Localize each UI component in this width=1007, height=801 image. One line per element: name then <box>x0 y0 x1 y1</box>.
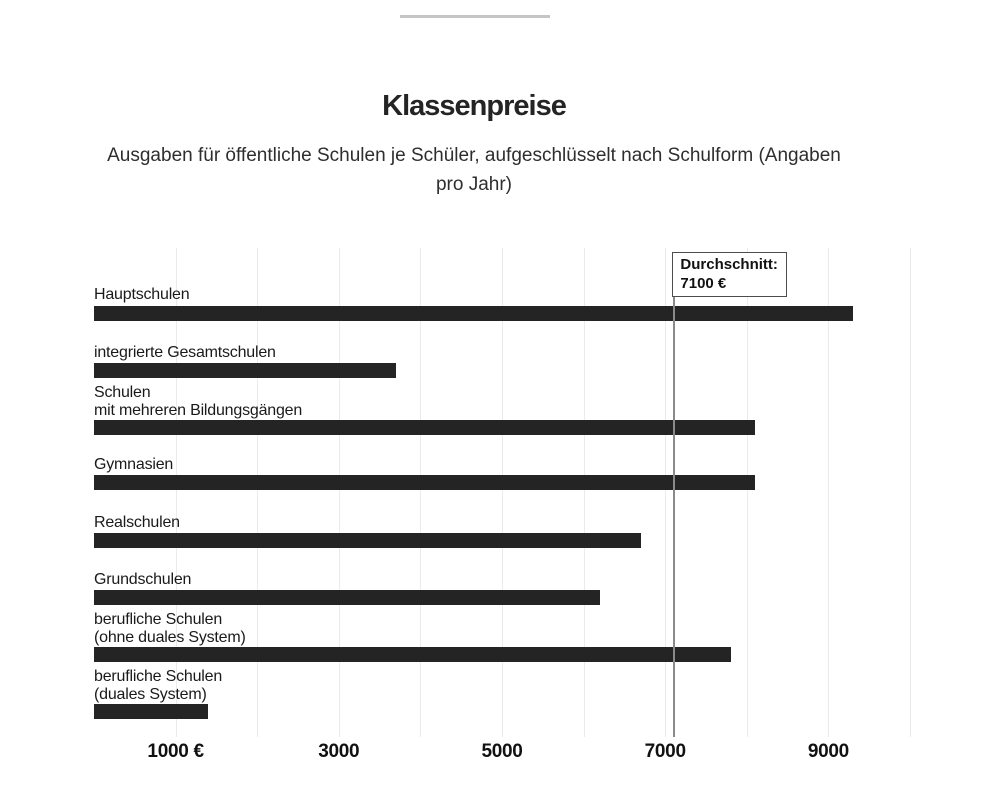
chart-title: Klassenpreise <box>382 90 567 122</box>
gridline-10000 <box>910 248 911 737</box>
bar <box>94 420 755 435</box>
average-line <box>673 252 676 737</box>
x-tick-label: 7000 <box>644 741 686 762</box>
bar-label: integrierte Gesamtschulen <box>94 344 276 361</box>
bar-chart: Hauptschulen integrierte Gesamtschulen Sch… <box>94 248 954 773</box>
bar-label: berufliche Schulen (ohne duales System) <box>94 611 246 646</box>
bar-label: Hauptschulen <box>94 286 190 303</box>
bar-label: Grundschulen <box>94 571 192 588</box>
gridline-4000 <box>420 248 422 737</box>
gridline-2000 <box>257 248 259 737</box>
bar <box>94 306 853 321</box>
bar-label: berufliche Schulen (duales System) <box>94 668 223 703</box>
x-tick-label: 1000 € <box>147 741 204 762</box>
bar <box>94 647 731 662</box>
bar-label: Schulen mit mehreren Bildungsgängen <box>94 384 303 419</box>
gridline-3000 <box>338 248 340 737</box>
top-divider <box>400 15 550 18</box>
average-label: Durchschnitt: 7100 € <box>672 252 787 297</box>
x-tick-label: 3000 <box>318 741 360 762</box>
bar <box>94 704 209 719</box>
x-tick-label: 5000 <box>481 741 523 762</box>
bar <box>94 363 396 378</box>
chart-subtitle: Ausgaben für öffentliche Schulen je Schü… <box>107 145 841 195</box>
gridline-5000 <box>502 248 503 737</box>
gridline-7000 <box>665 248 667 737</box>
x-tick-label: 9000 <box>807 741 849 762</box>
bar-label: Realschulen <box>94 514 180 531</box>
bar <box>94 475 755 490</box>
gridline-6000 <box>583 248 585 737</box>
gridline-9000 <box>828 248 830 737</box>
gridline-1000 <box>175 248 177 737</box>
gridline-8000 <box>746 248 748 737</box>
bar-label: Gymnasien <box>94 456 174 473</box>
bar <box>94 533 641 548</box>
bar <box>94 590 600 605</box>
